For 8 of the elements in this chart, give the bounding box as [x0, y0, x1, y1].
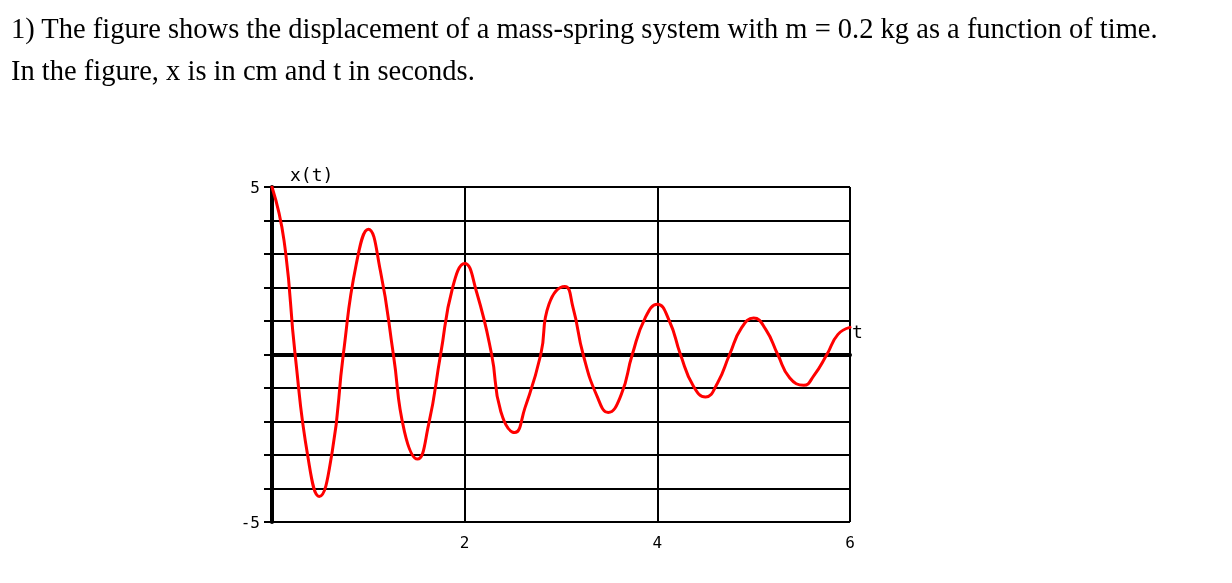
- x-tick-label: 4: [652, 532, 663, 552]
- x-tick-label: 2: [459, 532, 470, 552]
- y-axis-title: x(t): [290, 163, 334, 185]
- y-tick-label: 5: [250, 177, 260, 197]
- chart-title: 1) The figure shows the displacement of a mass-spring system with m = 0.2 kg as a function of time. In the figure, x is in cm and t in seconds.: [11, 12, 1165, 86]
- x-axis-title: t: [852, 321, 863, 342]
- y-tick-label: -5: [240, 512, 260, 532]
- x-tick-label: 6: [845, 532, 855, 552]
